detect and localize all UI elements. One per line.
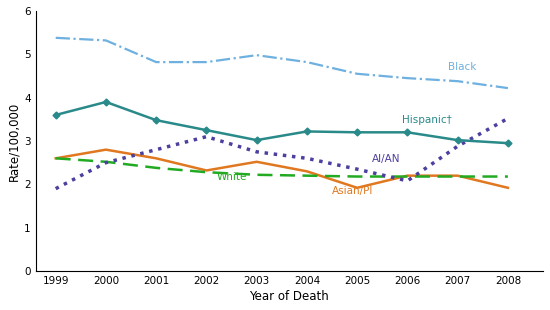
Text: Hispanic†: Hispanic†: [403, 114, 452, 125]
Text: AI/AN: AI/AN: [372, 153, 401, 164]
Text: Asian/PI: Asian/PI: [332, 187, 373, 197]
Text: Black: Black: [448, 62, 476, 72]
Y-axis label: Rate/100,000: Rate/100,000: [7, 101, 20, 181]
Text: White: White: [217, 172, 247, 182]
X-axis label: Year of Death: Year of Death: [250, 290, 329, 303]
